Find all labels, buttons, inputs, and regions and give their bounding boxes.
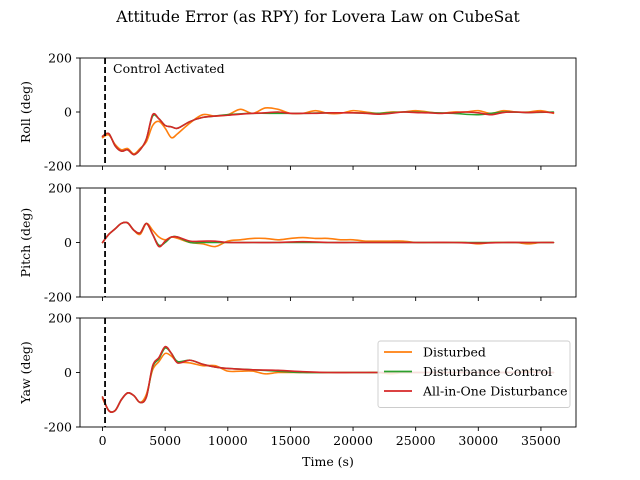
y-axis-label: Pitch (deg) [18, 208, 33, 278]
control-activated-annotation: Control Activated [113, 61, 225, 76]
x-tick-label: 30000 [458, 433, 498, 448]
x-tick-label: 35000 [521, 433, 561, 448]
y-tick-label: 0 [64, 365, 72, 380]
y-tick-label: 0 [64, 235, 72, 250]
x-axis-label: Time (s) [302, 454, 354, 469]
series-line-all-in-one-disturbance [101, 221, 555, 248]
legend: Disturbed Disturbance Control All-in-One D… [377, 340, 571, 408]
legend-label: All-in-One Disturbance [422, 384, 568, 399]
y-axis-label: Yaw (deg) [18, 341, 33, 405]
y-tick-label: 200 [48, 51, 72, 66]
x-tick-label: 15000 [271, 433, 311, 448]
y-tick-label: -200 [44, 290, 72, 305]
subplot-pitch: -200 0 200 Pitch (deg) [18, 181, 577, 305]
x-tick-label: 25000 [396, 433, 436, 448]
legend-label: Disturbed [423, 345, 486, 360]
x-tick-label: 10000 [208, 433, 248, 448]
subplot-roll: -200 0 200 Roll (deg) Control Activated [18, 51, 577, 174]
y-tick-label: 200 [48, 311, 72, 326]
legend-box [377, 340, 571, 408]
y-tick-label: 200 [48, 181, 72, 196]
y-tick-label: 0 [64, 105, 72, 120]
x-tick-label: 20000 [333, 433, 373, 448]
y-tick-label: -200 [44, 420, 72, 435]
series-line-all-in-one-disturbance [101, 111, 555, 156]
series-line-disturbance-control [101, 111, 555, 156]
y-tick-label: -200 [44, 159, 72, 174]
legend-label: Disturbance Control [423, 364, 552, 379]
chart-title: Attitude Error (as RPY) for Lovera Law o… [115, 8, 520, 26]
x-tick-label: 0 [99, 433, 107, 448]
x-tick-label: 5000 [149, 433, 181, 448]
y-axis-label: Roll (deg) [18, 81, 33, 143]
